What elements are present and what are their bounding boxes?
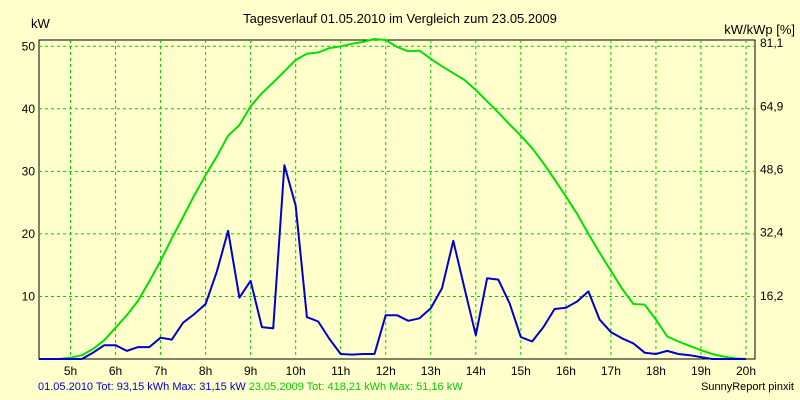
y2-tick-label: 64,9 [760,99,784,113]
credit-text: SunnyReport pinxit [701,381,794,393]
x-tick-label: 17h [601,364,621,378]
x-tick-label: 9h [244,364,257,378]
y2-tick-label: 32,4 [760,226,784,240]
tick-labels: 5h 6h 7h 8h 9h 10h 11h 12h 13h 14h 15h 16h 17h 18h 19h… [22,36,784,378]
y-tick-label: 40 [22,102,36,116]
x-tick-label: 15h [511,364,531,378]
y-tick-label: 30 [22,164,36,178]
y-tick-label: 10 [22,289,36,303]
x-tick-label: 7h [154,364,167,378]
legend-footer: 01.05.2010 Tot: 93,15 kWh Max: 31,15 kW … [38,381,463,393]
y-tick-label: 50 [22,39,36,53]
y2-tick-label: 48,6 [760,162,784,176]
series-line [39,164,746,360]
series-line [39,38,747,360]
legend-2010: 01.05.2010 Tot: 93,15 kWh Max: 31,15 kW [38,381,246,393]
x-tick-label: 10h [286,364,306,378]
x-tick-label: 18h [646,364,666,378]
legend-2009: 23.05.2009 Tot: 418,21 kWh Max: 51,16 kW [248,381,463,393]
x-tick-label: 11h [331,364,350,378]
x-tick-label: 5h [64,364,77,378]
x-tick-label: 13h [421,364,441,378]
x-tick-label: 14h [466,364,486,378]
x-tick-label: 20h [736,364,756,378]
x-tick-label: 19h [691,364,711,378]
x-tick-label: 8h [199,364,212,378]
x-tick-label: 6h [109,364,122,378]
plot-area [38,39,756,360]
y-axis-left-unit: kW [31,16,51,31]
x-tick-label: 16h [556,364,576,378]
y2-tick-label: 16,2 [760,289,784,303]
x-tick-label: 12h [376,364,396,378]
series-lines [39,38,747,360]
y2-tick-label: 81,1 [760,36,784,50]
y-tick-label: 20 [22,227,36,241]
grid-lines [39,40,755,359]
y-axis-right-unit: kW/kWp [%] [724,22,795,37]
chart-title: Tagesverlauf 01.05.2010 im Vergleich zum… [243,11,557,26]
